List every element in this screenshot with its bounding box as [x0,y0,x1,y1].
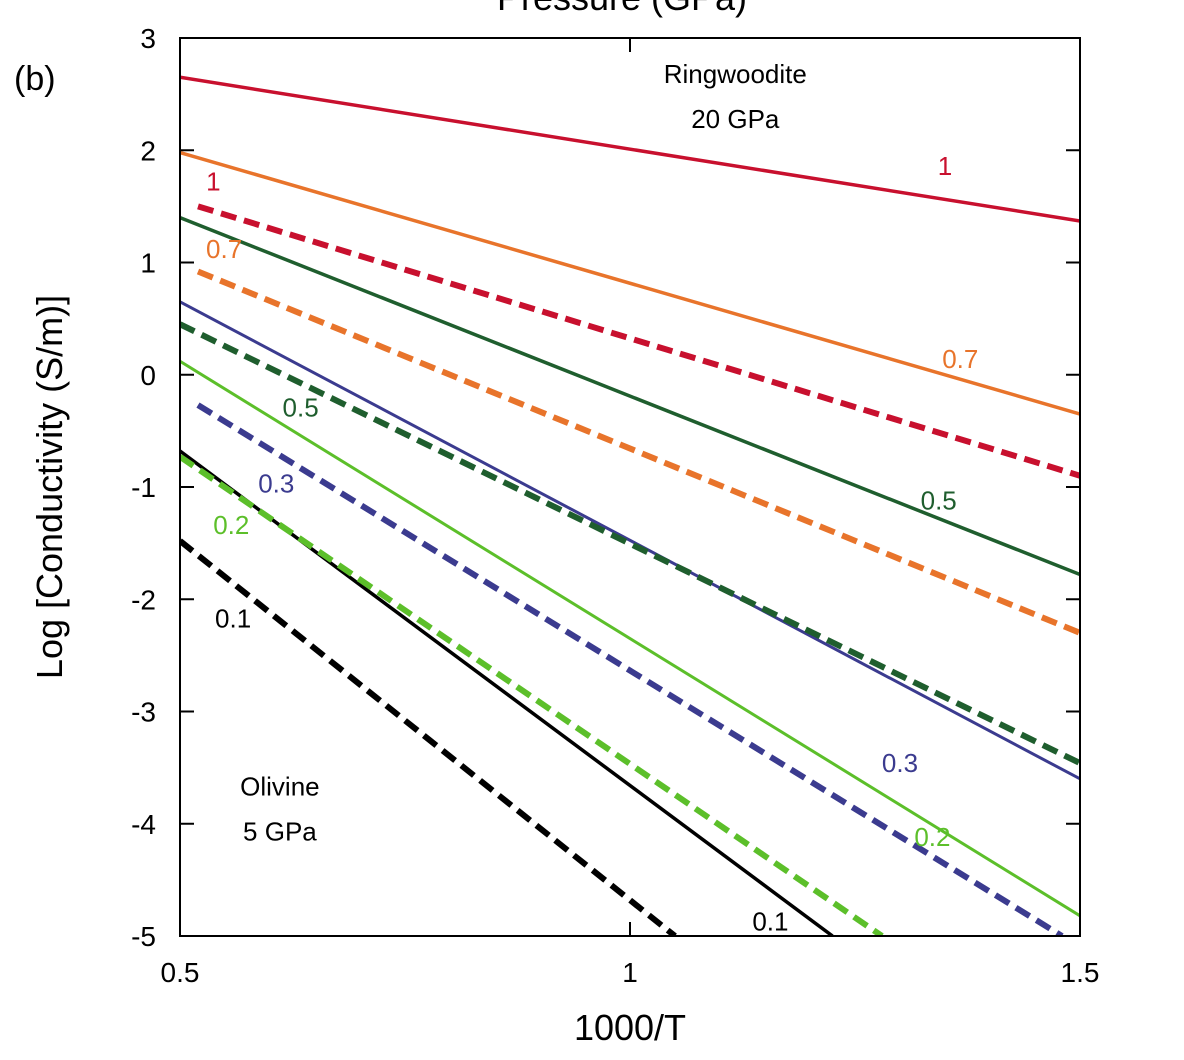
series-line-olivine-0-7 [196,268,1080,636]
annotation-layer: Ringwoodite 20 GPa Olivine 5 GPa 1 0.7 0.5 0.3 0… [206,59,978,936]
annotation-label: 20 GPa [691,104,780,134]
series-line-olivine-0-1 [180,538,677,936]
x-axis-title: 1000/T [574,1007,686,1048]
y-tick-label: -5 [131,921,156,952]
y-tick-label: -4 [131,809,156,840]
y-tick-label: 0 [140,360,156,391]
y-tick-label: -3 [131,697,156,728]
annotation-label: 5 GPa [243,817,317,847]
annotation-label: 1 [938,151,952,181]
annotation-label: Olivine [240,772,319,802]
series-line-olivine-0-5 [180,321,1080,766]
annotation-label: 1 [206,167,220,197]
annotation-label: 0.1 [215,603,251,633]
y-tick-label: 3 [140,23,156,54]
x-tick-label: 1 [622,957,638,988]
annotation-label: 0.3 [882,748,918,778]
top-axis-title: Pressure (GPa) [497,0,747,18]
annotation-label: Ringwoodite [664,59,807,89]
annotation-label: 0.2 [914,822,950,852]
series-line-ringwoodite-1 [180,75,1080,223]
annotation-label: 0.7 [942,344,978,374]
y-tick-label: -1 [131,472,156,503]
annotation-label: 0.1 [752,906,788,936]
series-line-ringwoodite-0-3 [180,300,1080,781]
panel-label: (b) [14,60,56,98]
x-tick-label: 1.5 [1061,957,1100,988]
annotation-label: 0.5 [921,485,957,515]
series-line-ringwoodite-0-2 [180,360,1080,918]
x-tick-label: 0.5 [161,957,200,988]
series-layer [180,75,1080,936]
annotation-label: 0.5 [283,392,319,422]
series-line-olivine-1 [197,203,1080,479]
series-line-ringwoodite-0-7 [180,150,1080,416]
annotation-label: 0.3 [258,469,294,499]
y-tick-label: 2 [140,135,156,166]
y-tick-label: 1 [140,248,156,279]
series-line-olivine-0-3 [196,402,1064,936]
series-line-ringwoodite-0-1 [180,449,834,936]
annotation-label: 0.2 [213,510,249,540]
series-line-ringwoodite-0-5 [180,215,1080,577]
y-tick-label: -2 [131,584,156,615]
annotation-label: 0.7 [206,234,242,264]
y-axis-title: Log [Conductivity (S/m)] [29,295,70,679]
series-line-olivine-0-2 [180,454,884,936]
